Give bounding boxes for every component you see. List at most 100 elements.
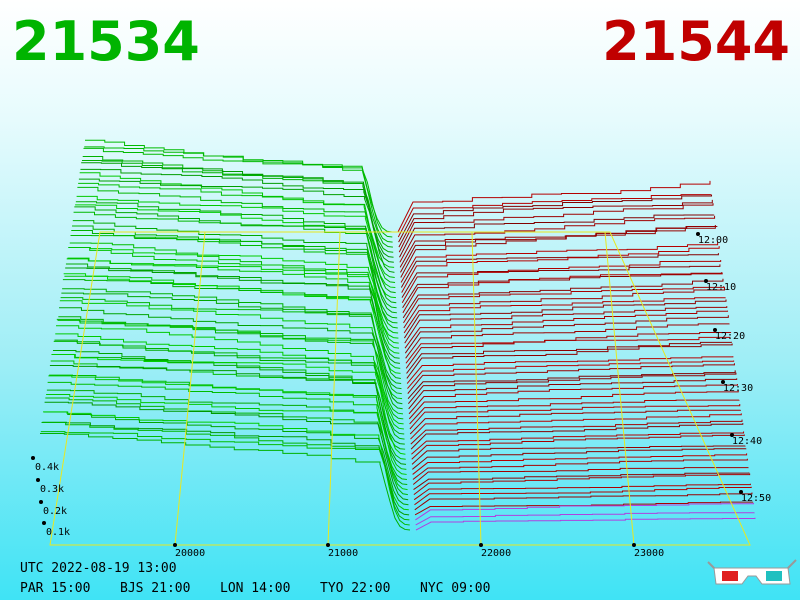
bid-curve: [81, 162, 394, 258]
tick-dot: [31, 456, 35, 460]
ask-curve: [401, 246, 720, 293]
bid-curve: [56, 325, 404, 425]
ask-curve: [401, 264, 721, 298]
ask-curve: [405, 331, 732, 369]
ask-curve: [411, 434, 745, 460]
cyan-lens: [766, 571, 782, 581]
ask-curve: [406, 341, 732, 374]
ask-curve: [409, 399, 740, 425]
tick-dot: [713, 328, 717, 332]
floor-outline: [49, 231, 751, 546]
tick-dot: [173, 543, 177, 547]
floor-line: [471, 231, 482, 546]
tick-dot: [696, 232, 700, 236]
depth-tick-label: 0.3k: [40, 484, 64, 495]
ask-curve: [408, 390, 739, 420]
ask-curve: [403, 297, 726, 334]
ask-curve: [409, 409, 742, 435]
bid-curve: [49, 364, 407, 465]
ask-curve: [408, 378, 738, 410]
floor-line: [327, 231, 341, 546]
ask-curve: [411, 445, 746, 465]
bid-curve: [83, 147, 393, 243]
bid-curve: [80, 168, 394, 263]
ask-curve: [410, 419, 743, 445]
ask-curve: [412, 458, 748, 480]
ask-price: 21544: [602, 10, 790, 73]
bid-curve: [66, 258, 400, 354]
bid-curve: [84, 146, 393, 238]
bid-curve: [46, 393, 408, 491]
bid-curve: [51, 354, 406, 455]
ask-curve: [407, 360, 735, 389]
timezone-label: NYC 09:00: [420, 581, 490, 596]
tick-dot: [39, 500, 43, 504]
ask-curve: [409, 403, 741, 430]
ask-curve: [413, 483, 751, 501]
tick-dot: [704, 279, 708, 283]
ask-curve: [415, 502, 754, 521]
utc-time: UTC 2022-08-19 13:00: [20, 561, 177, 576]
depth-tick-label: 0.4k: [35, 462, 59, 473]
ask-curve: [401, 259, 722, 303]
ask-curve: [413, 472, 750, 491]
bid-curve: [78, 182, 395, 278]
tick-dot: [730, 433, 734, 437]
3d-glasses: [707, 559, 797, 585]
bid-curve: [53, 340, 405, 440]
ask-curve: [398, 203, 714, 253]
ask-curve: [407, 370, 736, 400]
ask-curve: [400, 225, 717, 273]
ask-curve: [412, 467, 749, 485]
ask-curve: [415, 517, 756, 531]
ask-curve: [410, 423, 744, 450]
bid-curve: [55, 333, 404, 430]
bid-curve: [77, 186, 396, 284]
bid-curve: [68, 246, 399, 339]
ask-curve: [405, 323, 730, 359]
tick-dot: [42, 521, 46, 525]
bid-curve: [40, 431, 410, 526]
bid-curve: [45, 397, 408, 496]
bid-curve: [67, 257, 400, 349]
tick-dot: [326, 543, 330, 547]
ask-curve: [404, 310, 729, 349]
ask-curve: [400, 226, 718, 278]
bid-curve: [76, 195, 396, 289]
red-lens: [722, 571, 738, 581]
ask-curve: [404, 306, 728, 344]
ask-curve: [403, 286, 725, 324]
bid-curve: [78, 178, 395, 273]
timezone-label: BJS 21:00: [120, 581, 190, 596]
depth-tick-label: 0.2k: [43, 506, 67, 517]
bid-curve: [60, 297, 402, 395]
ask-curve: [403, 287, 725, 329]
depth-tick-label: 0.1k: [46, 527, 70, 538]
bid-curve: [43, 411, 409, 511]
ask-curve: [408, 384, 738, 415]
ask-curve: [403, 299, 727, 339]
bid-curve: [40, 432, 411, 531]
bid-curve: [44, 401, 409, 501]
bid-curve: [70, 235, 398, 329]
ask-curve: [398, 199, 713, 248]
ask-curve: [406, 343, 733, 379]
ask-curve: [397, 194, 712, 238]
ask-curve: [400, 253, 719, 288]
floor-line: [174, 231, 206, 546]
bid-curve: [75, 204, 397, 299]
bid-curve: [72, 220, 397, 314]
ask-curve: [414, 486, 752, 506]
price-tick-label: 20000: [175, 548, 205, 559]
ask-curve: [400, 241, 719, 283]
time-tick-label: 12:10: [706, 282, 736, 293]
ask-curve: [410, 413, 742, 440]
bid-curve: [42, 421, 410, 516]
bid-curve: [65, 263, 400, 359]
ask-curve: [399, 215, 716, 263]
tick-dot: [632, 543, 636, 547]
ask-curve: [402, 272, 723, 314]
bid-curve: [52, 353, 406, 450]
time-tick-label: 12:00: [698, 235, 728, 246]
